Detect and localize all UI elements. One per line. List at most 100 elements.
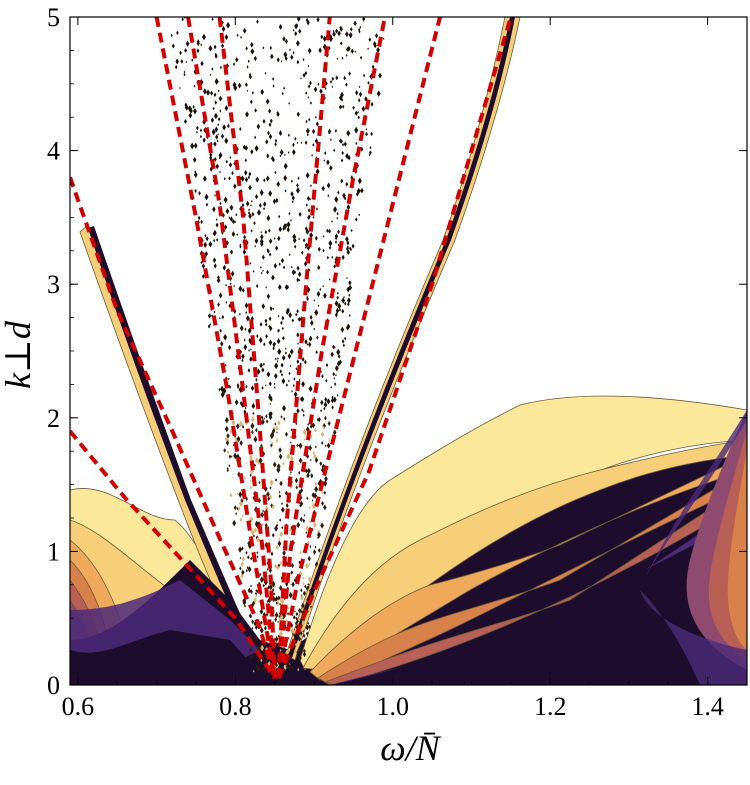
scatter-point (290, 562, 295, 569)
scatter-point (269, 397, 273, 402)
scatter-point (285, 664, 289, 669)
scatter-point (200, 60, 204, 67)
scatter-point (282, 616, 285, 620)
scatter-point (217, 117, 221, 122)
scatter-point (250, 348, 252, 351)
scatter-point (336, 57, 339, 61)
scatter-point (267, 660, 271, 667)
scatter-point (216, 139, 219, 143)
scatter-point (304, 339, 308, 345)
scatter-point (297, 647, 301, 653)
scatter-point (271, 157, 275, 163)
scatter-point (301, 640, 303, 644)
scatter-point (358, 213, 361, 217)
scatter-point (259, 322, 263, 327)
scatter-point (345, 82, 348, 87)
scatter-point (230, 455, 233, 458)
scatter-point (225, 283, 227, 287)
scatter-point (344, 336, 347, 341)
scatter-point (250, 149, 254, 155)
scatter-point (269, 306, 272, 310)
scatter-point (242, 249, 247, 255)
scatter-point (277, 348, 282, 356)
scatter-point (245, 315, 250, 322)
scatter-point (236, 384, 240, 389)
scatter-point (301, 602, 305, 609)
scatter-point (281, 526, 284, 530)
scatter-point (289, 435, 292, 439)
scatter-point (279, 602, 281, 606)
scatter-point (202, 175, 207, 182)
scatter-point (251, 199, 253, 203)
scatter-point (222, 265, 226, 271)
scatter-point (311, 422, 316, 429)
scatter-point (265, 612, 269, 617)
scatter-point (259, 576, 264, 583)
scatter-point (262, 362, 265, 366)
scatter-point (249, 99, 253, 105)
scatter-point (291, 200, 294, 204)
scatter-point (279, 597, 282, 602)
scatter-point (320, 370, 322, 374)
scatter-point (283, 417, 286, 421)
scatter-point (260, 511, 265, 518)
scatter-point (321, 463, 326, 471)
y-tick-label: 1 (47, 537, 60, 566)
scatter-point (316, 335, 319, 340)
scatter-point (229, 492, 233, 498)
scatter-point (224, 425, 229, 433)
scatter-point (287, 663, 292, 670)
scatter-point (215, 163, 219, 170)
scatter-point (316, 17, 320, 23)
scatter-point (322, 425, 325, 430)
scatter-point (221, 43, 225, 49)
scatter-point (306, 195, 311, 202)
scatter-point (224, 105, 229, 112)
scatter-point (292, 51, 295, 55)
scatter-point (346, 129, 351, 137)
scatter-point (264, 505, 269, 512)
scatter-point (263, 201, 267, 207)
scatter-point (299, 362, 302, 366)
scatter-point (306, 245, 311, 251)
scatter-point (249, 454, 253, 461)
scatter-point (241, 556, 246, 562)
scatter-point (244, 406, 247, 410)
scatter-point (187, 105, 192, 112)
scatter-point (281, 326, 284, 331)
scatter-point (226, 450, 230, 455)
scatter-point (213, 92, 217, 98)
scatter-point (272, 461, 277, 468)
scatter-point (296, 443, 299, 448)
scatter-point (286, 584, 288, 587)
y-tick-label: 0 (47, 671, 60, 700)
scatter-point (326, 442, 331, 449)
scatter-point (275, 544, 279, 550)
scatter-point (308, 385, 313, 393)
scatter-point (257, 645, 261, 651)
scatter-point (233, 505, 237, 511)
scatter-point (210, 117, 215, 123)
scatter-point (201, 263, 206, 269)
scatter-point (348, 280, 352, 286)
scatter-point (305, 228, 310, 235)
scatter-point (254, 144, 259, 152)
scatter-point (314, 115, 317, 119)
scatter-point (256, 19, 259, 24)
scatter-point (250, 41, 254, 48)
scatter-point (324, 151, 327, 156)
scatter-point (294, 621, 298, 626)
scatter-point (314, 485, 319, 493)
scatter-point (223, 176, 226, 181)
scatter-point (281, 506, 285, 513)
scatter-point (224, 363, 227, 367)
scatter-point (305, 119, 308, 124)
scatter-point (289, 364, 292, 368)
scatter-point (275, 245, 279, 251)
scatter-point (267, 659, 270, 663)
scatter-point (306, 496, 309, 500)
scatter-point (298, 278, 301, 282)
scatter-point (294, 642, 298, 647)
scatter-point (301, 380, 305, 388)
scatter-point (250, 584, 252, 588)
